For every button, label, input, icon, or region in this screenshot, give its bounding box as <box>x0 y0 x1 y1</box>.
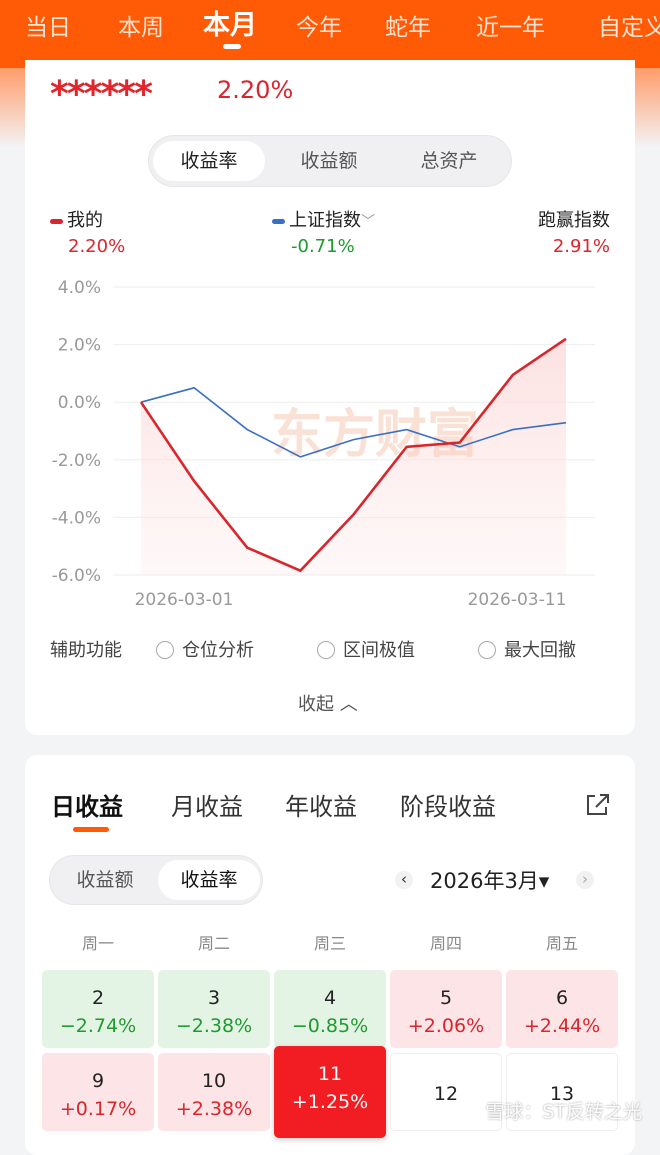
y-tick-label: 0.0% <box>58 393 101 413</box>
period-tabs: 当日 本周 本月 今年 蛇年 近一年 自定义 <box>0 0 660 68</box>
x-tick-start: 2026-03-01 <box>135 590 234 610</box>
weekday-header: 周四 <box>390 930 502 954</box>
active-tab-indicator <box>223 44 241 49</box>
weekday-header: 周五 <box>506 930 618 954</box>
y-tick-label: -6.0% <box>52 566 101 586</box>
tab-monthly[interactable]: 月收益 <box>171 787 243 822</box>
calendar-day[interactable]: 3−2.38% <box>158 970 270 1048</box>
return-line-chart: 4.0%2.0%0.0%-2.0%-4.0%-6.0% 东方财富 2026-03… <box>25 265 635 625</box>
calendar-day[interactable]: 11+1.25% <box>274 1046 386 1138</box>
day-number: 3 <box>158 984 270 1012</box>
return-chart-card: ****** 2.20% 收益率 收益额 总资产 我的 2.20% 上证指数﹀ … <box>25 60 635 735</box>
day-return: +2.06% <box>390 1012 502 1040</box>
weekday-header: 周一 <box>42 930 154 954</box>
x-tick-end: 2026-03-11 <box>468 590 567 610</box>
legend-mine: 我的 <box>50 206 103 232</box>
day-number: 10 <box>158 1067 270 1095</box>
aux-max-drawdown[interactable]: 最大回撤 <box>478 636 576 662</box>
tab-yearly[interactable]: 年收益 <box>285 787 357 822</box>
masked-amount: ****** <box>50 74 151 115</box>
seg-total-assets[interactable]: 总资产 <box>393 141 505 181</box>
seg-return-rate[interactable]: 收益率 <box>153 141 265 181</box>
day-number: 4 <box>274 984 386 1012</box>
weekday-header: 周三 <box>274 930 386 954</box>
legend-beat-value: 2.91% <box>553 236 610 257</box>
period-return: 2.20% <box>217 76 293 104</box>
calendar-day[interactable]: 5+2.06% <box>390 970 502 1048</box>
day-return: −0.85% <box>274 1012 386 1040</box>
legend-index[interactable]: 上证指数﹀ <box>272 206 375 232</box>
weekday-header: 周二 <box>158 930 270 954</box>
tab-today[interactable]: 当日 <box>25 8 71 42</box>
tab-month[interactable]: 本月 <box>203 3 257 42</box>
legend-index-value: -0.71% <box>291 236 355 257</box>
calendar-day[interactable]: 10+2.38% <box>158 1053 270 1131</box>
prev-month-button[interactable]: ‹ <box>395 871 413 889</box>
y-tick-label: -4.0% <box>52 508 101 528</box>
radio-icon[interactable] <box>478 641 496 659</box>
aux-position-analysis[interactable]: 仓位分析 <box>156 636 254 662</box>
tab-daily[interactable]: 日收益 <box>51 787 123 822</box>
day-number: 6 <box>506 984 618 1012</box>
day-number: 2 <box>42 984 154 1012</box>
tab-year[interactable]: 今年 <box>296 8 342 42</box>
footer-watermark: 雪球：ST反转之光 <box>485 1097 642 1124</box>
tab-custom[interactable]: 自定义 <box>598 8 660 42</box>
legend-mine-label: 我的 <box>67 210 103 231</box>
aux-range-extremes[interactable]: 区间极值 <box>317 636 415 662</box>
legend-beat-label: 跑赢指数 <box>538 206 610 232</box>
day-return: +0.17% <box>42 1095 154 1123</box>
tab-last-year[interactable]: 近一年 <box>476 8 545 42</box>
chart-type-segment: 收益率 收益额 总资产 <box>148 135 512 187</box>
chevron-down-icon[interactable]: ﹀ <box>361 214 375 230</box>
y-tick-label: 4.0% <box>58 278 101 298</box>
day-return: −2.74% <box>42 1012 154 1040</box>
legend-index-label: 上证指数 <box>289 210 361 231</box>
tab-stage[interactable]: 阶段收益 <box>400 787 496 822</box>
aux-label: 辅助功能 <box>50 636 122 662</box>
seg-return-amount[interactable]: 收益额 <box>273 141 385 181</box>
calendar-day[interactable]: 4−0.85% <box>274 970 386 1048</box>
calendar-day[interactable]: 9+0.17% <box>42 1053 154 1131</box>
day-return: +1.25% <box>274 1088 386 1116</box>
day-return: +2.38% <box>158 1095 270 1123</box>
legend-mine-value: 2.20% <box>68 236 125 257</box>
day-number: 5 <box>390 984 502 1012</box>
mine-swatch <box>50 219 63 224</box>
daily-unit-segment: 收益额 收益率 <box>49 855 263 905</box>
calendar-day[interactable]: 2−2.74% <box>42 970 154 1048</box>
calendar-day[interactable]: 6+2.44% <box>506 970 618 1048</box>
seg-amount[interactable]: 收益额 <box>54 860 156 900</box>
share-icon[interactable] <box>583 791 611 819</box>
day-number: 9 <box>42 1067 154 1095</box>
day-return: −2.38% <box>158 1012 270 1040</box>
y-tick-label: -2.0% <box>52 451 101 471</box>
index-swatch <box>272 219 285 224</box>
collapse-button[interactable]: 收起 ︿ <box>298 690 358 716</box>
daily-return-card: 日收益 月收益 年收益 阶段收益 收益额 收益率 ‹ 2026年3月▾ › 周一… <box>25 755 635 1155</box>
daily-tab-indicator <box>73 827 109 832</box>
radio-icon[interactable] <box>317 641 335 659</box>
day-number: 11 <box>274 1060 386 1088</box>
y-tick-label: 2.0% <box>58 336 101 356</box>
radio-icon[interactable] <box>156 641 174 659</box>
tab-week[interactable]: 本周 <box>118 8 164 42</box>
seg-rate[interactable]: 收益率 <box>158 860 260 900</box>
next-month-button[interactable]: › <box>576 871 594 889</box>
tab-snake-year[interactable]: 蛇年 <box>385 8 431 42</box>
month-selector[interactable]: 2026年3月▾ <box>430 865 549 895</box>
day-return: +2.44% <box>506 1012 618 1040</box>
